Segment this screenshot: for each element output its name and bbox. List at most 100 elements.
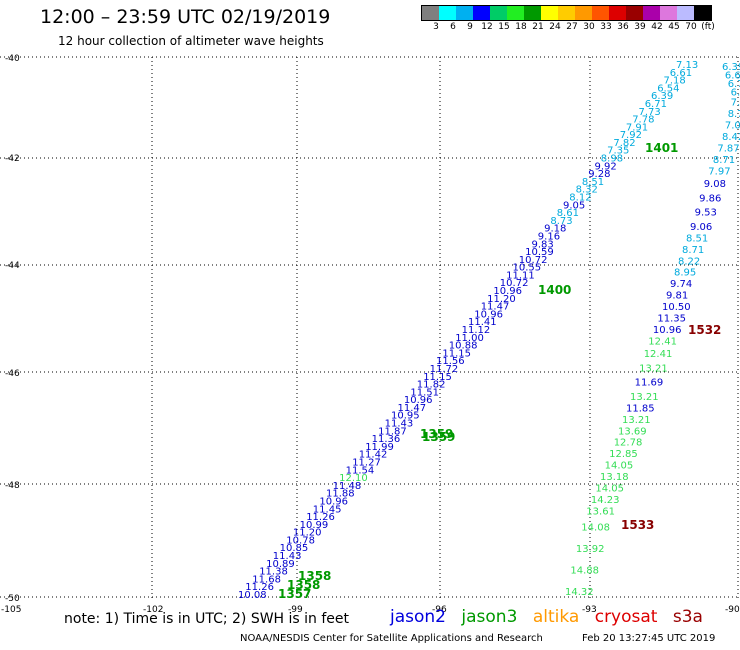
time-label-1358-b: 1358 xyxy=(287,578,320,592)
time-label-1401: 1401 xyxy=(645,141,678,155)
swh-value-label: 10.08 xyxy=(238,590,267,601)
color-swatch xyxy=(541,6,558,20)
swh-value-label: 7.73 xyxy=(639,107,661,118)
swh-value-label: 8.61 xyxy=(557,208,579,219)
swh-value-label: 11.27 xyxy=(352,458,381,469)
swh-value-label: 10.50 xyxy=(662,302,691,313)
color-swatch xyxy=(643,6,660,20)
swh-value-label: 9.05 xyxy=(563,200,585,211)
color-scale-label: 9 xyxy=(467,22,473,32)
swh-value-label: 11.12 xyxy=(462,325,491,336)
swh-value-label: 11.15 xyxy=(423,372,452,383)
time-label-1533: 1533 xyxy=(621,518,654,532)
swh-value-label: 8.71 xyxy=(682,245,704,256)
credit-line: NOAA/NESDIS Center for Satellite Applica… xyxy=(240,633,543,644)
swh-value-label: 14.05 xyxy=(605,461,634,472)
swh-value-label: 11.48 xyxy=(333,481,362,492)
swh-value-label: 10.96 xyxy=(319,497,348,508)
color-scale-label: 12 xyxy=(481,22,493,32)
swh-value-label: 11.00 xyxy=(455,333,484,344)
swh-value-label: 11.26 xyxy=(306,512,335,523)
swh-value-label: 13.21 xyxy=(630,392,659,403)
legend-jason3: jason3 xyxy=(461,607,518,627)
swh-value-label: 9.06 xyxy=(690,222,712,233)
color-swatch xyxy=(694,6,711,20)
lon-label-93: -93 xyxy=(582,605,597,615)
swh-value-label: 6.74 xyxy=(728,79,740,90)
lat-label-50: -50 xyxy=(5,594,20,604)
legend-jason2: jason2 xyxy=(390,607,446,627)
swh-value-label: 11.11 xyxy=(506,270,535,281)
swh-value-label: 10.95 xyxy=(391,411,420,422)
swh-value-label: 10.96 xyxy=(493,286,522,297)
swh-value-label: 9.18 xyxy=(544,224,566,235)
swh-value-label: 6.54 xyxy=(657,83,679,94)
lon-label-99: -99 xyxy=(288,605,303,615)
swh-value-label: 8.98 xyxy=(601,154,623,165)
swh-value-label: 6.74 xyxy=(731,88,740,99)
time-label-1357: 1357 xyxy=(278,587,311,601)
color-swatch xyxy=(660,6,677,20)
color-scale-bar xyxy=(421,5,712,21)
color-scale-label: 42 xyxy=(651,22,663,32)
swh-value-label: 8.22 xyxy=(678,256,700,267)
map-subtitle: 12 hour collection of altimeter wave hei… xyxy=(58,34,324,48)
jason2-track-ascending: 10.0811.2611.6811.3810.8911.4310.8510.78… xyxy=(238,60,698,601)
color-scale-label: 33 xyxy=(600,22,612,32)
axis-labels: -40 -42 -44 -46 -48 -50 -105 -102 -99 -9… xyxy=(1,54,740,615)
color-swatch xyxy=(609,6,626,20)
swh-value-label: 12.78 xyxy=(614,438,643,449)
swh-value-label: 7.18 xyxy=(664,76,686,87)
swh-value-label: 11.42 xyxy=(359,450,388,461)
swh-value-label: 10.89 xyxy=(266,559,295,570)
lat-label-46: -46 xyxy=(5,369,20,379)
color-scale-label: 18 xyxy=(515,22,527,32)
swh-value-label: 11.72 xyxy=(430,364,459,375)
swh-value-label: 8.12 xyxy=(569,193,591,204)
swh-value-label: 7.18 xyxy=(731,98,740,109)
swh-value-label: 10.96 xyxy=(653,325,682,336)
swh-value-label: 11.15 xyxy=(442,348,471,359)
time-label-1400: 1400 xyxy=(538,283,571,297)
swh-value-label: 12.41 xyxy=(648,336,677,347)
swh-value-label: 9.81 xyxy=(666,291,688,302)
swh-value-label: 9.74 xyxy=(670,279,692,290)
swh-value-label: 12.10 xyxy=(339,473,368,484)
swh-value-label: 14.08 xyxy=(581,523,610,534)
swh-value-label: 10.72 xyxy=(519,255,548,266)
lat-label-44: -44 xyxy=(5,261,20,271)
color-swatch xyxy=(422,6,439,20)
swh-value-label: 8.42 xyxy=(722,132,740,143)
swh-value-label: 13.18 xyxy=(600,472,629,483)
color-swatch xyxy=(626,6,643,20)
swh-value-label: 14.05 xyxy=(595,483,624,494)
generation-timestamp: Feb 20 13:27:45 UTC 2019 xyxy=(582,633,716,644)
lat-label-48: -48 xyxy=(5,481,20,491)
satellite-legend: jason2 jason3 altika cryosat s3a xyxy=(390,607,703,627)
swh-value-label: 11.82 xyxy=(417,380,446,391)
color-scale-label: 6 xyxy=(450,22,456,32)
swh-value-label: 14.88 xyxy=(570,566,599,577)
swh-value-label: 11.20 xyxy=(293,528,322,539)
swh-value-label: 6.39 xyxy=(651,91,673,102)
swh-value-label: 9.92 xyxy=(595,161,617,172)
color-swatch xyxy=(677,6,694,20)
swh-value-label: 11.43 xyxy=(273,551,302,562)
swh-value-label: 8.71 xyxy=(713,155,735,166)
map-grid xyxy=(0,56,740,600)
lon-label-90: -90 xyxy=(725,605,740,615)
swh-value-label: 14.23 xyxy=(591,495,620,506)
swh-value-label: 12.85 xyxy=(609,449,638,460)
swh-value-label: 7.91 xyxy=(626,122,648,133)
swh-value-label: 6.71 xyxy=(645,99,667,110)
swh-value-label: 10.72 xyxy=(500,278,529,289)
color-scale-label: 30 xyxy=(583,22,595,32)
swh-value-label: 11.26 xyxy=(245,582,274,593)
swh-value-label: 10.78 xyxy=(286,535,315,546)
swh-value-label: 8.32 xyxy=(576,185,598,196)
color-scale-label: 24 xyxy=(549,22,561,32)
swh-value-label: 6.61 xyxy=(670,68,692,79)
color-scale-label: 15 xyxy=(498,22,510,32)
color-swatch xyxy=(592,6,609,20)
swh-value-label: 11.51 xyxy=(410,387,439,398)
